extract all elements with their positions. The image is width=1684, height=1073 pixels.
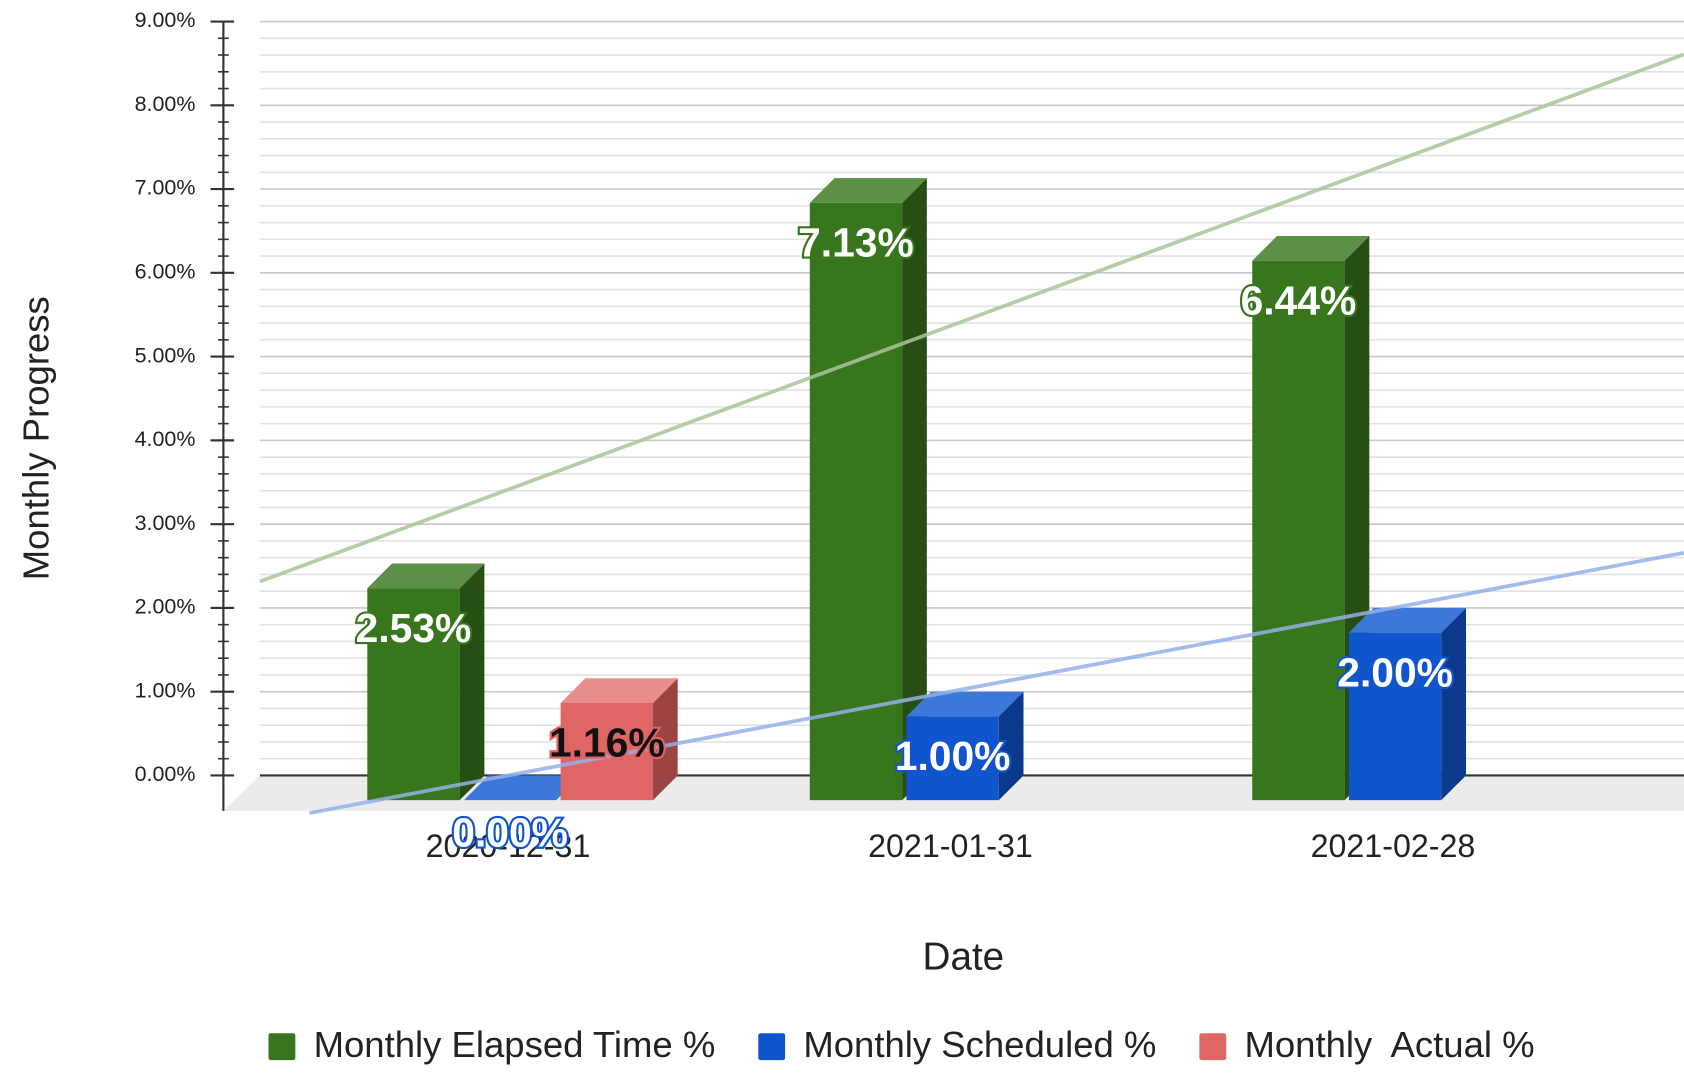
y-tick-label: 7.00% xyxy=(135,176,196,200)
trendline xyxy=(309,550,1684,815)
y-tick-label: 6.00% xyxy=(135,260,196,284)
bar-front xyxy=(367,588,460,801)
data-label: 2.00% xyxy=(1337,649,1453,695)
bar-side xyxy=(998,691,1024,801)
y-tick-label: 0.00% xyxy=(135,762,196,786)
x-tick-label: 2021-01-31 xyxy=(868,828,1033,864)
bar-side xyxy=(902,178,927,801)
data-label: 7.13% xyxy=(798,220,914,266)
bar-front xyxy=(809,202,903,801)
y-axis-title: Monthly Progress xyxy=(15,296,56,580)
legend-swatch xyxy=(758,1033,786,1061)
legend-swatch xyxy=(268,1033,296,1061)
bars xyxy=(367,178,1466,801)
y-tick-label: 2.00% xyxy=(135,595,196,619)
data-label: 2.53% xyxy=(356,605,472,651)
bar-top xyxy=(906,691,1024,717)
x-tick-label: 2020-12-31 xyxy=(426,828,591,864)
bar-front xyxy=(906,716,999,801)
y-tick-label: 4.00% xyxy=(135,427,196,451)
bar-front xyxy=(1348,632,1442,801)
y-tick-label: 9.00% xyxy=(135,8,196,32)
legend-label: Monthly Actual % xyxy=(1244,1024,1534,1065)
data-label: 6.44% xyxy=(1241,277,1357,323)
bar-top xyxy=(1348,607,1466,633)
bar-side xyxy=(459,563,485,801)
y-tick-label: 1.00% xyxy=(135,678,196,702)
bar-side xyxy=(652,678,678,801)
legend-label: Monthly Scheduled % xyxy=(803,1024,1156,1065)
y-tick-label: 5.00% xyxy=(135,343,196,367)
y-tick-label: 8.00% xyxy=(135,92,196,116)
bar-top xyxy=(1252,235,1370,261)
trendline xyxy=(259,52,1684,584)
x-tick-label: 2021-02-28 xyxy=(1311,828,1476,864)
bar-front xyxy=(1252,260,1345,801)
data-label: 0.00% xyxy=(452,809,568,855)
y-tick-label: 3.00% xyxy=(135,511,196,535)
x-axis-title: Date xyxy=(923,935,1005,978)
bar-top xyxy=(809,178,927,203)
trendlines xyxy=(259,52,1684,815)
bar-top xyxy=(463,775,582,801)
bar-top xyxy=(560,678,678,703)
data-label: 1.00% xyxy=(895,733,1011,779)
bar-top xyxy=(367,563,485,589)
legend-label: Monthly Elapsed Time % xyxy=(314,1024,716,1065)
data-label: 1.16% xyxy=(549,720,665,766)
bar-side xyxy=(1441,607,1466,801)
legend-swatch xyxy=(1199,1033,1227,1061)
